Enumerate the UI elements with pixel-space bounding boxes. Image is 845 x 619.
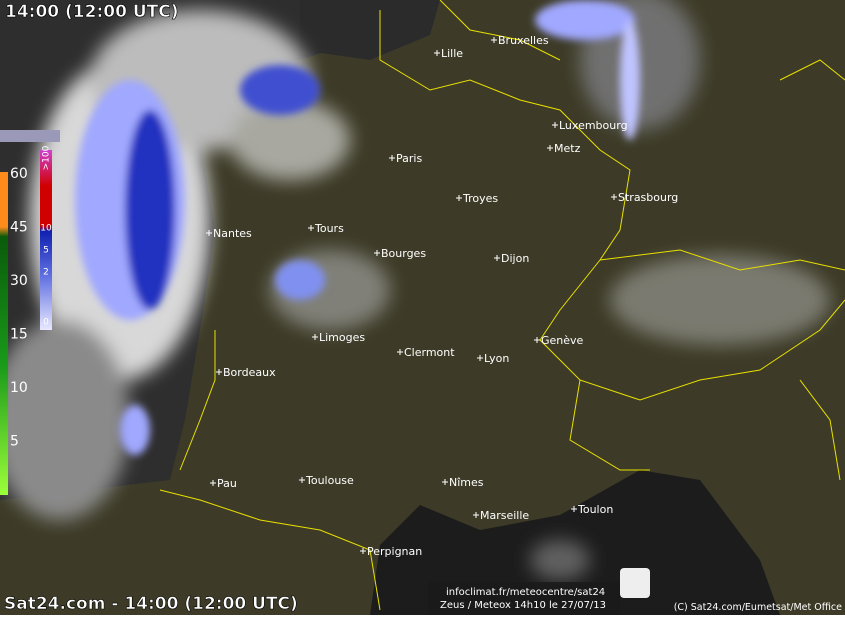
city-label: Bordeaux [223, 366, 276, 379]
city-label: Tours [314, 222, 344, 235]
city-label: Toulon [577, 503, 613, 516]
borders [159, 0, 845, 611]
city-marker [389, 155, 395, 161]
city-marker [611, 194, 617, 200]
city-marker [299, 477, 305, 483]
lightning-scale: 60 45 30 15 10 5 [10, 166, 28, 450]
source-note: Zeus / Meteox 14h10 le 27/07/13 [440, 600, 606, 611]
city-marker [210, 480, 216, 486]
city-label: Bourges [381, 247, 426, 260]
city-marker [308, 225, 314, 231]
precip-scale-bar [40, 150, 52, 330]
city-label: Nantes [213, 227, 252, 240]
city-label: Strasbourg [618, 191, 678, 204]
city-label: Genève [541, 334, 584, 347]
channel [300, 0, 440, 60]
city-label: Limoges [319, 331, 365, 344]
banner-stripe [0, 130, 60, 142]
city-label: Lyon [484, 352, 509, 365]
mediterranean [370, 470, 780, 615]
city-label: Paris [396, 152, 422, 165]
city-marker [552, 122, 558, 128]
city-marker [534, 337, 540, 343]
city-label: Perpignan [367, 545, 422, 558]
city-marker [456, 195, 462, 201]
lightning-scale-label: 15 [10, 327, 28, 343]
city-label: Marseille [480, 509, 529, 522]
lightning-scale-label: 5 [10, 434, 19, 450]
city-marker [473, 512, 479, 518]
logo [620, 568, 650, 598]
city-label: Pau [217, 477, 237, 490]
credits: (C) Sat24.com/Eumetsat/Met Office [674, 602, 842, 613]
precip-scale: >100 10 5 2 0 [40, 145, 52, 327]
city-label: Troyes [462, 192, 498, 205]
source-url: infoclimat.fr/meteocentre/sat24 [446, 587, 605, 598]
precip-scale-label: 0 [43, 318, 49, 328]
city-label: Toulouse [305, 474, 354, 487]
lightning-scale-label: 60 [10, 166, 28, 182]
city-marker [494, 255, 500, 261]
precip-scale-label: 2 [43, 268, 49, 278]
city-marker [571, 506, 577, 512]
lightning-scale-label: 30 [10, 273, 28, 289]
city-label: Dijon [501, 252, 529, 265]
city-marker [477, 355, 483, 361]
city-marker [216, 369, 222, 375]
city-label: Metz [554, 142, 581, 155]
city-labels: Lille Bruxelles Luxembourg Metz Paris Troyes S… [206, 34, 678, 558]
city-label: Bruxelles [498, 34, 549, 47]
lightning-scale-bar [0, 172, 8, 495]
time-title: 14:00 (12:00 UTC) [5, 2, 178, 22]
precipitation [75, 0, 640, 455]
city-marker [206, 230, 212, 236]
city-marker [312, 334, 318, 340]
lightning-scale-label: 45 [10, 220, 28, 236]
lightning-scale-label: 10 [10, 380, 28, 396]
city-marker [547, 145, 553, 151]
city-marker [397, 349, 403, 355]
precip-scale-label: >100 [42, 145, 52, 170]
city-marker [434, 50, 440, 56]
city-label: Clermont [404, 346, 455, 359]
city-label: Lille [441, 47, 463, 60]
city-label: Luxembourg [559, 119, 628, 132]
source-box [428, 582, 620, 615]
precip-scale-label: 10 [40, 224, 52, 234]
footer-title: Sat24.com - 14:00 (12:00 UTC) [4, 594, 298, 614]
precip-scale-label: 5 [43, 246, 49, 256]
city-marker [374, 250, 380, 256]
city-marker [442, 479, 448, 485]
city-marker [360, 548, 366, 554]
city-marker [491, 37, 497, 43]
city-label: Nîmes [449, 476, 484, 489]
